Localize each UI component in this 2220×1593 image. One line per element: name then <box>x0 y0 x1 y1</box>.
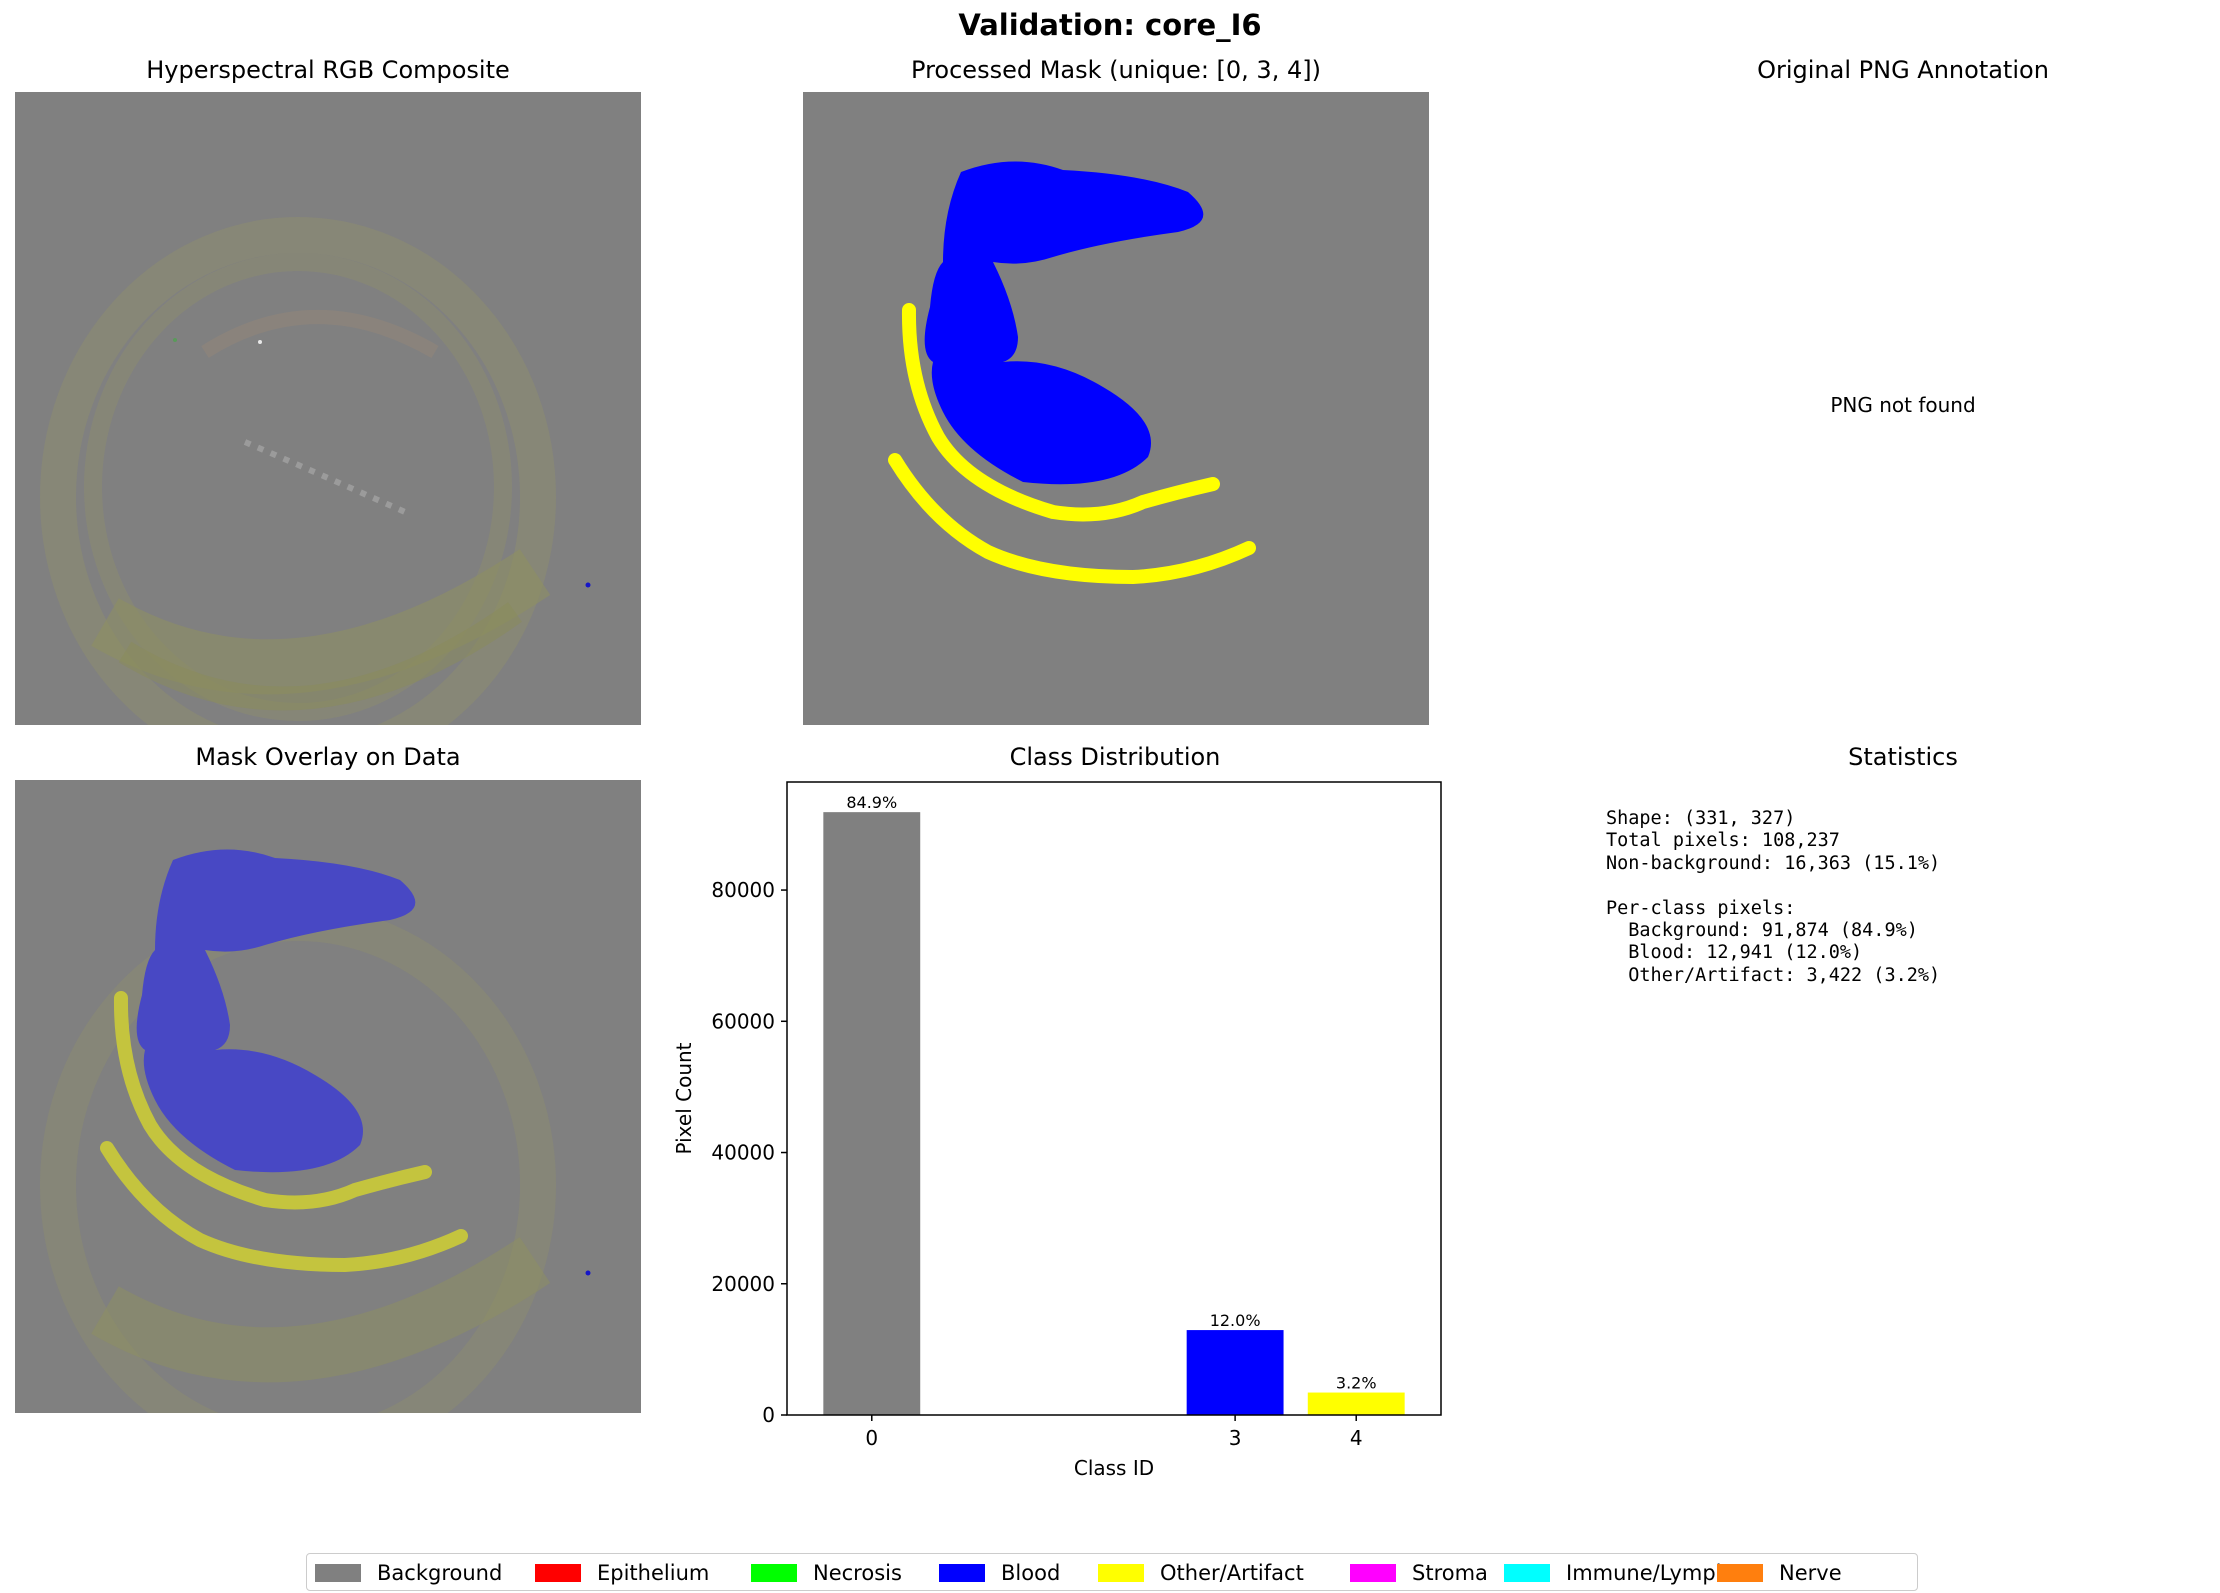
legend-label: Background <box>377 1561 503 1585</box>
legend-item: Blood <box>939 1554 1060 1592</box>
rgb-composite-image <box>15 92 641 725</box>
statistics-line <box>1606 875 1940 897</box>
legend-swatch <box>315 1564 361 1582</box>
legend-item: Background <box>315 1554 502 1592</box>
x-tick-label: 4 <box>1350 1426 1363 1450</box>
statistics-panel-title: Statistics <box>1848 743 1958 771</box>
png-not-found-message: PNG not found <box>1830 393 1976 417</box>
y-axis-label: Pixel Count <box>672 1042 696 1154</box>
bar-class-3 <box>1186 1330 1284 1415</box>
statistics-text: Shape: (331, 327) Total pixels: 108,237 No… <box>1606 808 1940 987</box>
legend-swatch <box>751 1564 797 1582</box>
bar-percent-label: 12.0% <box>1210 1311 1261 1330</box>
bar-class-4 <box>1307 1392 1405 1415</box>
legend-item: Epithelium <box>535 1554 709 1592</box>
statistics-line: Total pixels: 108,237 <box>1606 830 1840 852</box>
y-tick-label: 20000 <box>711 1272 775 1296</box>
legend-label: Immune/Lymph <box>1566 1561 1730 1585</box>
legend-item: Nerve <box>1717 1554 1842 1592</box>
processed-mask-image <box>803 92 1429 725</box>
legend-swatch <box>1098 1564 1144 1582</box>
legend-swatch <box>939 1564 985 1582</box>
legend-label: Other/Artifact <box>1160 1561 1304 1585</box>
rgb-panel-title: Hyperspectral RGB Composite <box>146 56 510 84</box>
y-tick-label: 60000 <box>711 1009 775 1033</box>
mask-overlay-image <box>15 780 641 1413</box>
plot-frame <box>786 781 1442 1416</box>
legend-swatch <box>1717 1564 1763 1582</box>
y-tick-label: 40000 <box>711 1141 775 1165</box>
x-axis-label: Class ID <box>1074 1456 1154 1480</box>
legend-label: Stroma <box>1412 1561 1488 1585</box>
legend-swatch <box>1504 1564 1550 1582</box>
statistics-line: Background: 91,874 (84.9%) <box>1606 919 1918 941</box>
legend-item: Immune/Lymph <box>1504 1554 1729 1592</box>
mask-panel-title: Processed Mask (unique: [0, 3, 4]) <box>911 56 1321 84</box>
overlay-panel-title: Mask Overlay on Data <box>195 743 461 771</box>
legend-item: Other/Artifact <box>1098 1554 1304 1592</box>
legend-item: Necrosis <box>751 1554 902 1592</box>
class-distribution-chart: 0 20000 40000 60000 80000 0 3 4 84.9% 12.0% 3.2%… <box>672 781 1442 1480</box>
legend-item: Stroma <box>1350 1554 1488 1592</box>
x-tick-label: 0 <box>865 1426 878 1450</box>
legend-swatch <box>535 1564 581 1582</box>
bar-class-0 <box>823 812 921 1415</box>
x-tick-label: 3 <box>1229 1426 1242 1450</box>
bar-percent-label: 3.2% <box>1336 1374 1377 1393</box>
legend-swatch <box>1350 1564 1396 1582</box>
bar-percent-label: 84.9% <box>846 793 897 812</box>
legend-label: Necrosis <box>813 1561 902 1585</box>
figure-title: Validation: core_I6 <box>958 8 1262 42</box>
legend-label: Epithelium <box>597 1561 710 1585</box>
statistics-line: Shape: (331, 327) <box>1606 808 1796 829</box>
y-tick-label: 80000 <box>711 878 775 902</box>
statistics-line: Non-background: 16,363 (15.1%) <box>1606 852 1941 874</box>
legend-label: Blood <box>1001 1561 1061 1585</box>
class-legend: Background Epithelium Necrosis Blood Other/A… <box>306 1553 1918 1591</box>
y-tick-label: 0 <box>762 1403 775 1427</box>
distribution-panel-title: Class Distribution <box>1009 743 1221 771</box>
statistics-line: Per-class pixels: <box>1606 897 1796 919</box>
legend-label: Nerve <box>1779 1561 1842 1585</box>
statistics-line: Blood: 12,941 (12.0%) <box>1606 942 1863 964</box>
statistics-line: Other/Artifact: 3,422 (3.2%) <box>1606 964 1941 986</box>
png-panel-title: Original PNG Annotation <box>1757 56 2049 84</box>
